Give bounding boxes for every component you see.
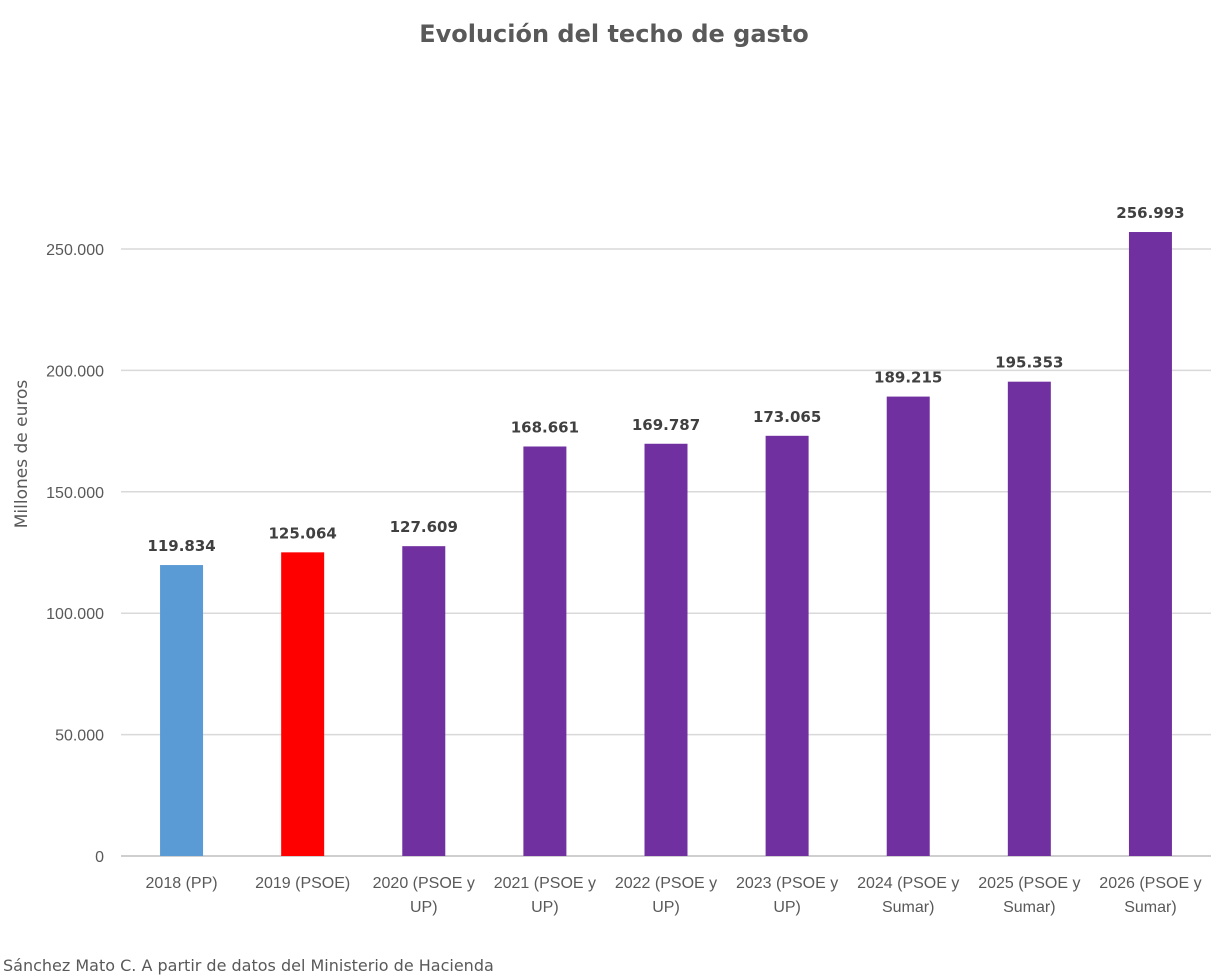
x-axis-ticks: 2018 (PP) 2019 (PSOE) 2020 (PSOE y UP) 2021 …	[146, 875, 1202, 916]
y-axis-label: Millones de euros	[12, 380, 32, 529]
bar	[1128, 232, 1172, 856]
data-label: 189.215	[874, 369, 942, 387]
x-tick-label: 2022 (PSOE y UP)	[615, 875, 717, 916]
data-label: 195.353	[995, 354, 1063, 372]
bars	[160, 232, 1172, 856]
data-label: 127.609	[390, 518, 458, 536]
y-tick-label: 50.000	[55, 728, 104, 745]
bar	[160, 565, 204, 856]
y-tick-label: 150.000	[46, 485, 104, 502]
bar	[886, 396, 930, 856]
data-label: 168.661	[511, 418, 579, 436]
bar	[402, 546, 446, 856]
x-tick-label: 2019 (PSOE)	[255, 875, 350, 892]
data-label: 125.064	[269, 524, 337, 542]
x-tick-label: 2021 (PSOE y UP)	[494, 875, 596, 916]
y-axis-ticks: 0 50.000 100.000 150.000 200.000 250.000	[46, 242, 104, 866]
data-labels: 119.834 125.064 127.609 168.661 169.787 173.0…	[147, 204, 1184, 555]
source-note: Sánchez Mato C. A partir de datos del Mi…	[3, 956, 494, 975]
x-tick-label: 2018 (PP)	[146, 875, 218, 892]
y-tick-label: 100.000	[46, 606, 104, 623]
x-tick-label: 2024 (PSOE y Sumar)	[857, 875, 959, 916]
data-label: 119.834	[147, 537, 215, 555]
x-tick-label: 2025 (PSOE y Sumar)	[978, 875, 1080, 916]
x-tick-label: 2026 (PSOE y Sumar)	[1099, 875, 1201, 916]
bar	[1007, 381, 1051, 856]
y-tick-label: 0	[95, 849, 104, 866]
bar	[644, 443, 688, 856]
x-tick-label: 2023 (PSOE y UP)	[736, 875, 838, 916]
y-tick-label: 200.000	[46, 363, 104, 380]
data-label: 256.993	[1116, 204, 1184, 222]
y-tick-label: 250.000	[46, 242, 104, 259]
chart-title: Evolución del techo de gasto	[419, 20, 809, 48]
bar	[765, 435, 809, 856]
x-tick-label: 2020 (PSOE y UP)	[373, 875, 475, 916]
data-label: 173.065	[753, 408, 821, 426]
bar	[281, 552, 325, 856]
bar	[523, 446, 567, 856]
data-label: 169.787	[632, 416, 700, 434]
